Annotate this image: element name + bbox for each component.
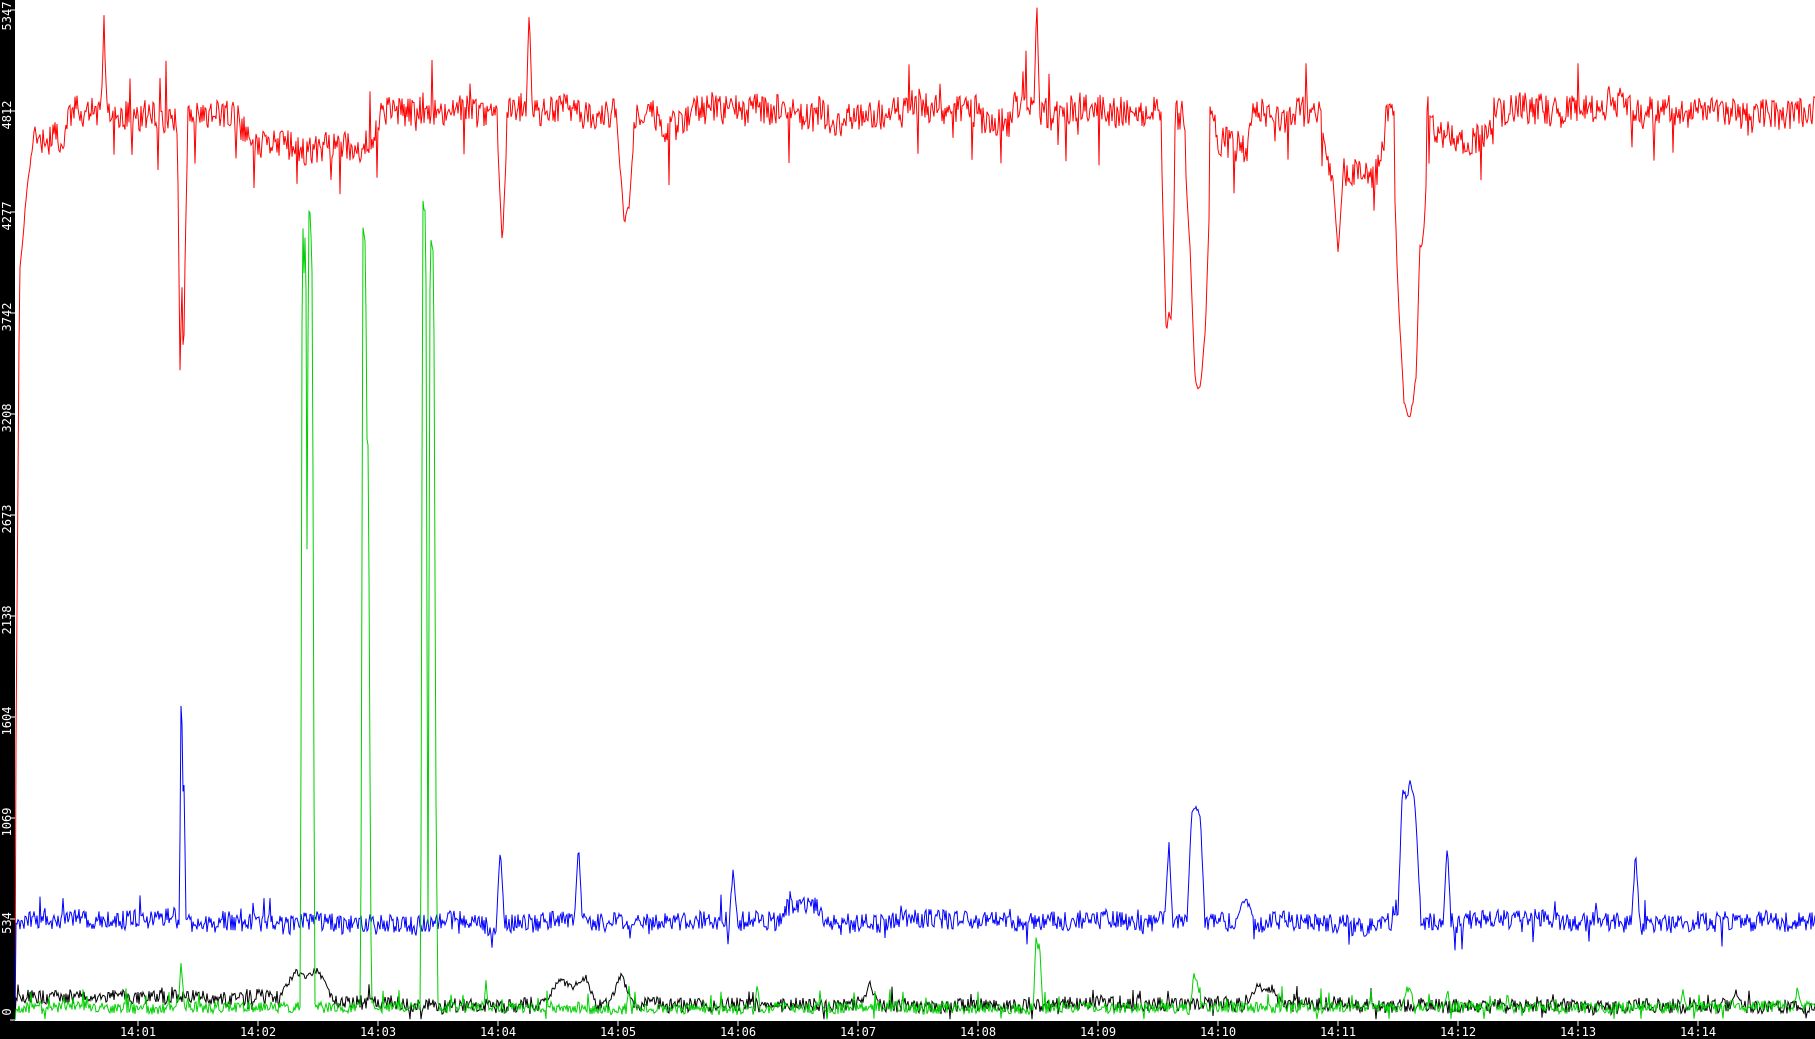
x-tick-label[interactable]: 14:03	[360, 1025, 396, 1039]
x-tick-label[interactable]: 14:14	[1680, 1025, 1716, 1039]
y-tick-label[interactable]: 2673	[0, 505, 14, 534]
series-red-line[interactable]	[14, 7, 1815, 1021]
y-tick-label[interactable]: 2138	[0, 606, 14, 635]
x-tick-label[interactable]: 14:11	[1320, 1025, 1356, 1039]
x-tick-label[interactable]: 14:10	[1200, 1025, 1236, 1039]
y-axis-strip[interactable]	[0, 0, 15, 1039]
x-tick-label[interactable]: 14:08	[960, 1025, 996, 1039]
y-tick-label[interactable]: 3742	[0, 303, 14, 332]
x-tick-label[interactable]: 14:09	[1080, 1025, 1116, 1039]
series-green-line[interactable]	[14, 200, 1815, 1021]
y-tick-label[interactable]: 1069	[0, 808, 14, 837]
y-tick-label[interactable]: 1604	[0, 707, 14, 736]
series-lines	[14, 7, 1815, 1021]
x-tick-label[interactable]: 14:07	[840, 1025, 876, 1039]
x-tick-label[interactable]: 14:13	[1560, 1025, 1596, 1039]
x-tick-label[interactable]: 14:04	[480, 1025, 516, 1039]
x-tick-label[interactable]: 14:06	[720, 1025, 756, 1039]
y-tick-label[interactable]: 0	[0, 1008, 14, 1015]
x-tick-label[interactable]: 14:01	[120, 1025, 156, 1039]
y-tick-label[interactable]: 5347	[0, 2, 14, 31]
y-tick-label[interactable]: 534	[0, 912, 14, 934]
x-tick-label[interactable]: 14:02	[240, 1025, 276, 1039]
x-tick-label[interactable]: 14:05	[600, 1025, 636, 1039]
y-tick-label[interactable]: 3208	[0, 404, 14, 433]
x-axis-strip[interactable]	[0, 1021, 1815, 1039]
x-tick-label[interactable]: 14:12	[1440, 1025, 1476, 1039]
y-axis: 0 534 1069 1604 2138 2673 3208 3742 4277 4812 5347	[0, 0, 15, 1039]
y-tick-label[interactable]: 4277	[0, 202, 14, 231]
x-axis: 14:01 14:02 14:03 14:04 14:05 14:06 14:07 14:08…	[0, 1021, 1815, 1039]
y-tick-label[interactable]: 4812	[0, 101, 14, 130]
